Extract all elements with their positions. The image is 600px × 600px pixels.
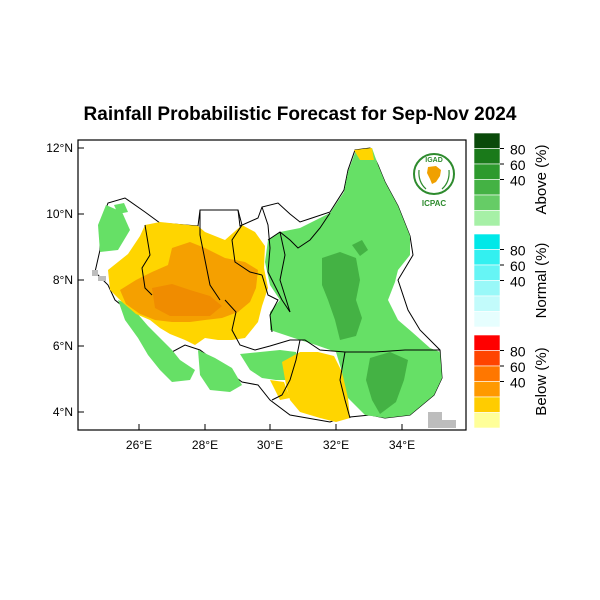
below-region-south-west xyxy=(270,380,290,400)
legend-swatch xyxy=(473,295,501,312)
legend-swatch xyxy=(473,412,501,429)
lon-tick-label: 26°E xyxy=(126,438,152,452)
below-region-south xyxy=(282,352,350,422)
lat-tick-label: 4°N xyxy=(53,405,73,419)
legend-swatch xyxy=(473,381,501,398)
legend-tick-label: 40 xyxy=(510,375,526,391)
legend-swatch xyxy=(473,132,501,149)
icpac-logo: IGAD ICPAC xyxy=(413,153,455,208)
lon-tick-label: 32°E xyxy=(323,438,349,452)
legend-tick-label: 80 xyxy=(510,344,526,360)
legend-swatch xyxy=(473,396,501,413)
lat-tick-label: 12°N xyxy=(46,141,73,155)
legend-group-label: Above (%) xyxy=(533,144,550,214)
legend-swatch xyxy=(473,148,501,165)
lon-tick-label: 28°E xyxy=(192,438,218,452)
lat-tick-label: 10°N xyxy=(46,207,73,221)
map-frame xyxy=(77,139,467,431)
legend-group-label: Normal (%) xyxy=(533,243,550,319)
legend-swatch xyxy=(473,163,501,180)
legend-tick-label: 60 xyxy=(510,157,526,173)
legend-tick-label: 80 xyxy=(510,142,526,158)
legend-tick-label: 80 xyxy=(510,243,526,259)
legend-tick-label: 60 xyxy=(510,359,526,375)
above-core-north xyxy=(352,240,368,256)
map-plot-area xyxy=(92,147,456,428)
state-boundaries xyxy=(141,206,440,419)
legend-tick-label: 40 xyxy=(510,173,526,189)
laurel-icon xyxy=(418,169,450,190)
above-region-west xyxy=(98,205,130,252)
lon-tick-label: 30°E xyxy=(257,438,283,452)
legend-swatch xyxy=(473,311,501,328)
legend-swatch xyxy=(473,350,501,367)
latitude-axis: 12°N 10°N 8°N 6°N 4°N xyxy=(46,141,84,419)
legend-tick-label: 60 xyxy=(510,258,526,274)
lat-tick-label: 8°N xyxy=(53,273,73,287)
legend-swatch xyxy=(473,210,501,227)
legend-swatch xyxy=(473,249,501,266)
legend-group-label: Below (%) xyxy=(533,347,550,415)
legend-swatch xyxy=(473,194,501,211)
above-region-west-lower xyxy=(118,300,195,382)
longitude-axis: 26°E 28°E 30°E 32°E 34°E xyxy=(126,424,415,452)
legend-swatch xyxy=(473,264,501,281)
below-normal-regions xyxy=(108,148,374,422)
logo-bottom-text: ICPAC xyxy=(422,199,447,208)
above-region-southwest xyxy=(198,350,242,392)
map-title: Rainfall Probabilistic Forecast for Sep-… xyxy=(83,104,517,125)
below-region-tip xyxy=(354,148,374,160)
legend-swatch xyxy=(473,365,501,382)
legend-swatch xyxy=(473,334,501,351)
above-core-east xyxy=(366,352,408,414)
above-core-jonglei xyxy=(322,252,362,340)
legend-swatch xyxy=(473,179,501,196)
legend-tick-label: 40 xyxy=(510,274,526,290)
africa-map-icon xyxy=(427,166,441,184)
no-data-cells xyxy=(92,270,456,428)
legend-swatch xyxy=(473,280,501,297)
logo-top-text: IGAD xyxy=(425,157,443,164)
lon-tick-label: 34°E xyxy=(389,438,415,452)
below-region-core xyxy=(152,284,222,316)
legend-swatch xyxy=(473,233,501,250)
lat-tick-label: 6°N xyxy=(53,339,73,353)
